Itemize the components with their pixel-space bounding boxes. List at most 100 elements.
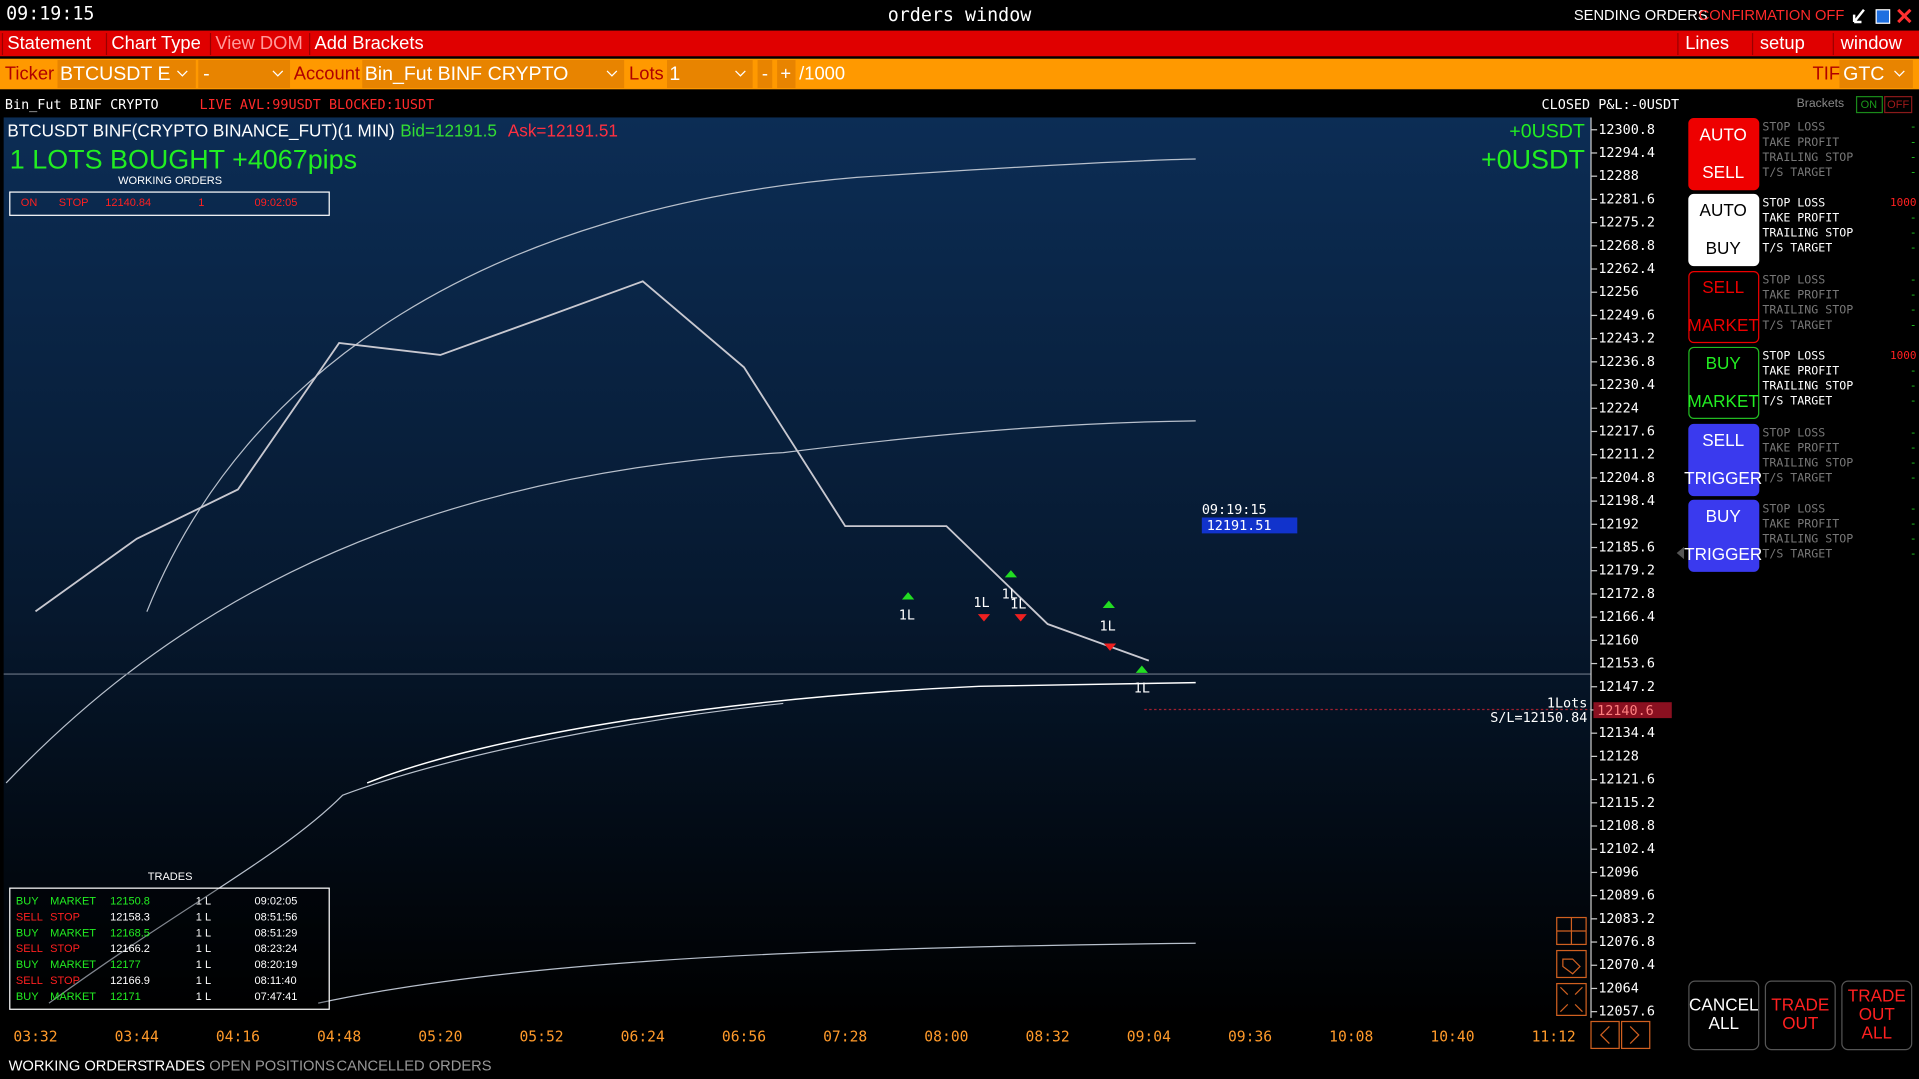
- x-tick-label: 03:32: [13, 1028, 57, 1045]
- bracket-value[interactable]: -: [1910, 303, 1917, 316]
- bracket-value[interactable]: -: [1910, 471, 1917, 484]
- plus-button[interactable]: [777, 59, 796, 89]
- y-tick-label: 12268.8: [1598, 239, 1655, 254]
- y-tick-label: 12147.2: [1598, 680, 1655, 695]
- account-field[interactable]: [362, 59, 625, 89]
- order-button[interactable]: [1688, 499, 1760, 572]
- bracket-value[interactable]: -: [1910, 456, 1917, 469]
- bracket-label: STOP LOSS: [1762, 348, 1825, 362]
- ticker-field[interactable]: [57, 59, 196, 89]
- bracket-value[interactable]: -: [1910, 120, 1917, 133]
- bracket-value[interactable]: -: [1910, 426, 1917, 439]
- menu-item[interactable]: Statement: [7, 32, 91, 53]
- bracket-value[interactable]: -: [1910, 394, 1917, 407]
- trade-cell: 12158.3: [110, 911, 150, 923]
- bracket-value[interactable]: -: [1910, 211, 1917, 224]
- minimize-icon[interactable]: [1852, 9, 1865, 24]
- tab[interactable]: CANCELLED ORDERS: [337, 1059, 492, 1075]
- bracket-value[interactable]: -: [1910, 318, 1917, 331]
- order-button[interactable]: [1688, 118, 1760, 191]
- bracket-value[interactable]: -: [1910, 135, 1917, 148]
- off-toggle[interactable]: [1884, 96, 1913, 114]
- bracket-value[interactable]: -: [1910, 165, 1917, 178]
- action-label: OUT: [1859, 1004, 1896, 1024]
- bracket-value[interactable]: -: [1910, 364, 1917, 377]
- order-button[interactable]: [1688, 193, 1760, 267]
- order-button-line: BUY: [1706, 353, 1742, 373]
- tab[interactable]: OPEN POSITIONS: [209, 1059, 335, 1075]
- maximize-icon[interactable]: [1875, 9, 1891, 24]
- close-icon[interactable]: [1897, 8, 1912, 24]
- panel-arrow: [1676, 546, 1685, 560]
- bracket-label: TAKE PROFIT: [1762, 364, 1839, 378]
- menu-item[interactable]: window: [1840, 32, 1903, 53]
- trade-cell: 12150.8: [110, 896, 150, 908]
- bracket-value[interactable]: -: [1910, 441, 1917, 454]
- y-tick-label: 12108.8: [1598, 819, 1655, 834]
- action-button[interactable]: [1841, 980, 1913, 1051]
- action-button[interactable]: [1688, 980, 1760, 1051]
- sell-marker: [977, 614, 991, 622]
- bracket-value[interactable]: -: [1910, 517, 1917, 530]
- menu-item[interactable]: View DOM: [215, 32, 302, 53]
- bracket-label: TRAILING STOP: [1762, 150, 1853, 164]
- bracket-label: T/S TARGET: [1762, 471, 1832, 485]
- menu-item[interactable]: Lines: [1685, 32, 1729, 53]
- working-order-cell: 12140.84: [105, 197, 151, 209]
- y-tick-label: 12236.8: [1598, 355, 1655, 370]
- minus-label: -: [762, 62, 768, 83]
- y-tick-label: 12172.8: [1598, 587, 1655, 602]
- bracket-value[interactable]: -: [1910, 288, 1917, 301]
- confirmation-toggle[interactable]: CONFIRMATION OFF: [1699, 8, 1845, 24]
- tab[interactable]: TRADES: [146, 1059, 206, 1075]
- menu-item[interactable]: setup: [1760, 32, 1805, 53]
- bracket-value[interactable]: 1000: [1890, 196, 1917, 209]
- order-button[interactable]: [1688, 270, 1760, 344]
- menu-item[interactable]: Chart Type: [111, 32, 200, 53]
- dropdown-icon: [735, 70, 746, 77]
- action-label: TRADE: [1848, 986, 1906, 1006]
- sending-label: SENDING ORDERS: [1574, 8, 1708, 24]
- working-order-cell: 09:02:05: [255, 197, 298, 209]
- bracket-value[interactable]: -: [1910, 273, 1917, 286]
- y-tick-label: 12096: [1598, 865, 1638, 880]
- bracket-value[interactable]: -: [1910, 547, 1917, 560]
- menu-item[interactable]: Add Brackets: [315, 32, 424, 53]
- bracket-value[interactable]: 1000: [1890, 349, 1917, 362]
- x-tick-label: 08:32: [1026, 1028, 1070, 1045]
- dropdown-icon: [177, 70, 188, 77]
- ask: Ask=12191.51: [508, 121, 618, 141]
- bracket-value[interactable]: -: [1910, 150, 1917, 163]
- y-tick-label: 12192: [1598, 517, 1638, 532]
- y-tick-label: 12128: [1598, 749, 1638, 764]
- x-tick-label: 10:08: [1329, 1028, 1373, 1045]
- scroll-right[interactable]: [1620, 1020, 1651, 1050]
- expand-tool[interactable]: [1556, 982, 1587, 1016]
- last-time: 09:19:15: [1202, 503, 1267, 518]
- order-button-line: MARKET: [1687, 315, 1759, 335]
- brackets-label: Brackets: [1797, 96, 1845, 110]
- x-tick-label: 04:48: [317, 1028, 361, 1045]
- bracket-value[interactable]: -: [1910, 532, 1917, 545]
- tag-tool[interactable]: [1556, 949, 1587, 979]
- trade-cell: 08:23:24: [255, 943, 298, 955]
- order-button[interactable]: [1688, 423, 1760, 497]
- trade-cell: BUY: [16, 991, 39, 1003]
- buy-marker: [1102, 600, 1115, 609]
- on-toggle[interactable]: [1855, 96, 1883, 114]
- tab[interactable]: WORKING ORDERS: [9, 1059, 148, 1075]
- bracket-value[interactable]: -: [1910, 502, 1917, 515]
- action-button[interactable]: [1764, 980, 1836, 1051]
- bracket-value[interactable]: -: [1910, 226, 1917, 239]
- scroll-left[interactable]: [1590, 1020, 1620, 1050]
- order-button[interactable]: [1688, 346, 1760, 419]
- buy-marker: [901, 592, 915, 600]
- bracket-value[interactable]: -: [1910, 241, 1917, 254]
- toolbar: [0, 58, 1919, 90]
- minus-button[interactable]: [757, 59, 773, 89]
- trade-marker-label: 1L: [973, 596, 989, 611]
- ticker2-field[interactable]: [198, 59, 291, 89]
- bracket-value[interactable]: -: [1910, 379, 1917, 392]
- y-tick-label: 12281.6: [1598, 192, 1655, 207]
